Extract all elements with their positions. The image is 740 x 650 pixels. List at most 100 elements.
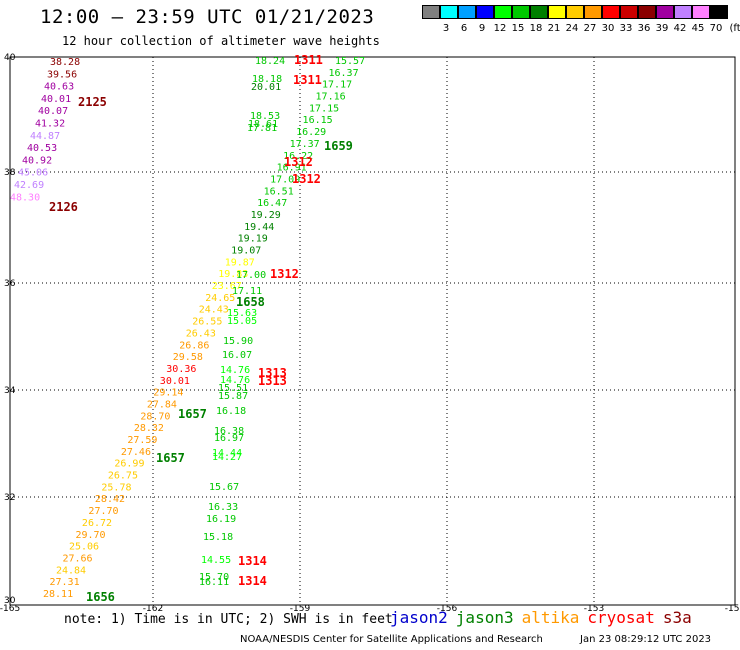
pass-id-label: 1311 (293, 73, 322, 87)
wave-height-label: 26.43 (186, 328, 216, 339)
colorbar-swatch (440, 5, 458, 19)
mission-legend-cryosat: cryosat (587, 608, 655, 627)
wave-height-label: 16.33 (208, 502, 238, 513)
wave-height-label: 40.01 (41, 94, 71, 105)
colorbar-label: 6 (460, 23, 468, 34)
agency-credit: NOAA/NESDIS Center for Satellite Applica… (240, 634, 543, 645)
wave-height-label: 16.07 (222, 350, 252, 361)
mission-legend-jason2: jason2 (390, 608, 448, 627)
colorbar-label: 3 (442, 23, 450, 34)
pass-id-label: 1657 (156, 451, 185, 465)
wave-height-label: 28.32 (134, 423, 164, 434)
wave-height-label: 15.70 (199, 572, 229, 583)
wave-height-label: 40.53 (27, 143, 57, 154)
wave-height-label: 26.86 (179, 340, 209, 351)
colorbar-label: 70 (709, 23, 723, 34)
wave-height-label: 19.87 (225, 257, 255, 268)
wave-height-label: 27.59 (127, 435, 157, 446)
colorbar-label: 27 (583, 23, 597, 34)
lat-label: 40 (4, 53, 16, 63)
wave-height-label: 15.05 (227, 316, 257, 327)
colorbar-swatch (692, 5, 710, 19)
wave-height-label: 48.30 (10, 192, 40, 203)
wave-height-label: 29.70 (75, 530, 105, 541)
lon-label: -156 (437, 604, 458, 614)
wave-height-label: 40.92 (22, 155, 52, 166)
pass-id-label: 1656 (86, 590, 115, 604)
wave-height-label: 26.99 (114, 459, 144, 470)
colorbar-label: 39 (655, 23, 669, 34)
wave-height-label: 14.76 (220, 375, 250, 386)
wave-height-label: 18.24 (255, 56, 285, 67)
pass-id-label: 1314 (238, 574, 267, 588)
wave-height-label: 27.66 (62, 553, 92, 564)
pass-id-label: 2125 (78, 95, 107, 109)
wave-height-label: 15.51 (218, 383, 248, 394)
wave-height-label: 19.83 (218, 269, 248, 280)
wave-height-label: 17.11 (232, 286, 262, 297)
wave-height-label: 26.75 (108, 471, 138, 482)
wave-height-label: 16.18 (216, 406, 246, 417)
wave-height-label: 28.11 (43, 589, 73, 600)
colorbar-label: 24 (565, 23, 579, 34)
colorbar-swatch (638, 5, 656, 19)
lat-label: 38 (4, 168, 16, 178)
wave-height-label: 14.44 (212, 448, 242, 459)
lat-label: 36 (4, 279, 16, 289)
pass-id-label: 1314 (238, 554, 267, 568)
colorbar-label: 36 (637, 23, 651, 34)
wave-height-label: 16.37 (329, 68, 359, 79)
colorbar-swatch (548, 5, 566, 19)
wave-height-label: 27.31 (49, 577, 79, 588)
wave-height-label: 17.09 (270, 174, 300, 185)
colorbar-label: 33 (619, 23, 633, 34)
wave-height-label: 42.69 (14, 180, 44, 191)
wave-height-label: 27.46 (121, 447, 151, 458)
wave-height-label: 17.17 (322, 80, 352, 91)
wave-height-label: 38.28 (50, 57, 80, 68)
wave-height-label: 16.97 (214, 433, 244, 444)
wave-height-label: 17.81 (247, 123, 277, 134)
colorbar-swatch (494, 5, 512, 19)
colorbar-label: 15 (511, 23, 525, 34)
wave-height-label: 25.78 (101, 482, 131, 493)
wave-height-label: 16.38 (214, 426, 244, 437)
footnote: note: 1) Time is in UTC; 2) SWH is in fe… (64, 612, 393, 627)
colorbar-swatch (458, 5, 476, 19)
colorbar-swatch (584, 5, 602, 19)
wave-height-label: 26.55 (192, 317, 222, 328)
wave-height-label: 19.19 (238, 234, 268, 245)
colorbar-label: 42 (673, 23, 687, 34)
lat-label: 30 (4, 596, 16, 606)
wave-height-label: 29.58 (173, 352, 203, 363)
wave-height-label: 16.91 (277, 163, 307, 174)
wave-height-label: 28.42 (95, 494, 125, 505)
wave-height-label: 16.29 (296, 127, 326, 138)
wave-height-label: 27.84 (147, 399, 177, 410)
wave-height-label: 40.07 (38, 106, 68, 117)
wave-height-label: 17.37 (290, 139, 320, 150)
wave-height-label: 18.18 (252, 74, 282, 85)
lat-label: 32 (4, 493, 15, 503)
wave-height-label: 41.32 (35, 119, 65, 130)
lon-label: -150 (725, 604, 740, 614)
colorbar-label: 21 (547, 23, 561, 34)
pass-id-label: 2126 (49, 200, 78, 214)
lon-label: -162 (143, 604, 163, 614)
pass-id-label: 1312 (292, 172, 321, 186)
lon-label: -153 (584, 604, 604, 614)
colorbar-unit: (ft) (729, 23, 740, 34)
wave-height-label: 44.87 (30, 131, 60, 142)
wave-height-label: 15.63 (227, 308, 257, 319)
pass-id-label: 1659 (324, 139, 353, 153)
wave-height-label: 18.61 (248, 119, 278, 130)
wave-height-label: 45.06 (18, 168, 48, 179)
wave-height-label: 23.67 (212, 281, 242, 292)
map-subtitle: 12 hour collection of altimeter wave hei… (62, 34, 380, 48)
wave-height-label: 40.63 (44, 82, 74, 93)
wave-height-label: 24.65 (205, 293, 235, 304)
pass-id-label: 1313 (258, 366, 287, 380)
mission-legend-jason3: jason3 (455, 608, 514, 627)
colorbar-label: 12 (493, 23, 507, 34)
